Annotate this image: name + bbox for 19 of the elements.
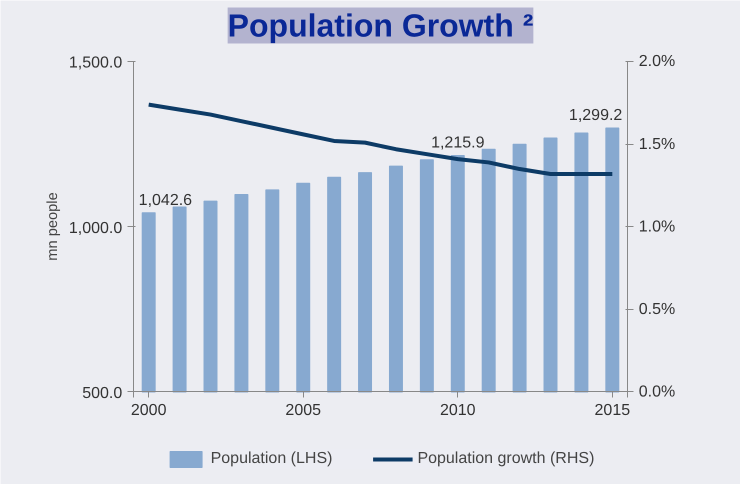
y2-tick-label: 2.0% <box>638 53 676 70</box>
y2-tick-label: 1.5% <box>638 136 676 153</box>
x-tick-label: 2005 <box>285 402 322 419</box>
y-axis-title: mn people <box>45 192 62 261</box>
data-label: 1,215.9 <box>431 134 485 152</box>
y-tick-label: 1,500.0 <box>68 54 122 72</box>
y2-tick-label: 0.5% <box>638 300 676 318</box>
y-tick-label: 500.0 <box>82 384 122 402</box>
y-tick-label: 1,000.0 <box>68 220 122 237</box>
data-label: 1,299.2 <box>568 107 622 124</box>
x-tick-label: 2000 <box>130 402 167 419</box>
data-label: 1,042.6 <box>138 192 192 209</box>
x-tick-label: 2015 <box>594 402 630 419</box>
y2-tick-label: 1.0% <box>638 218 676 236</box>
legend-label: Population (LHS) <box>210 450 332 468</box>
x-tick-label: 2010 <box>440 402 476 419</box>
y2-tick-label: 0.0% <box>638 383 676 400</box>
legend-label: Population growth (RHS) <box>417 450 594 468</box>
chart-title: Population Growth ² <box>228 8 534 44</box>
